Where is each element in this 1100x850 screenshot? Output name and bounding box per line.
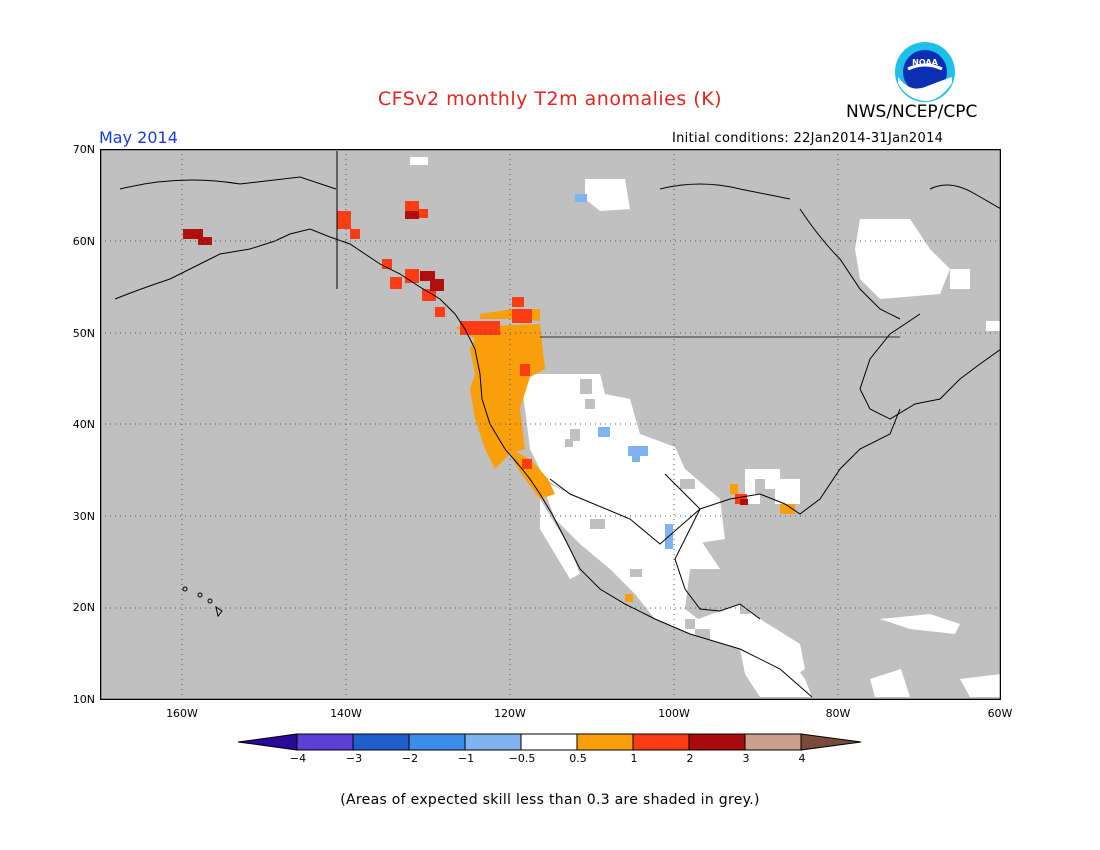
colorbar-swatch	[744, 733, 802, 751]
neutral-anomaly-areas	[410, 157, 1001, 697]
colorbar-swatch	[520, 733, 578, 751]
agency-label: NWS/NCEP/CPC	[846, 102, 978, 122]
lat-label: 10N	[72, 693, 95, 706]
lon-label: 160W	[166, 707, 198, 720]
low-skill-speckles	[565, 379, 775, 641]
colorbar-cap-high	[800, 733, 862, 751]
colorbar-label: −1	[457, 752, 475, 765]
lat-label: 70N	[72, 143, 95, 156]
lon-label: 100W	[658, 707, 690, 720]
lat-label: 60N	[72, 235, 95, 248]
colorbar-label: 2	[686, 752, 694, 765]
warm-anomaly-1-2	[337, 201, 747, 504]
coastlines	[114, 151, 1001, 698]
map-frame	[100, 149, 1001, 700]
colorbar	[238, 733, 862, 751]
colorbar-label: 1	[630, 752, 638, 765]
lat-label: 40N	[72, 418, 95, 431]
colorbar-swatch	[296, 733, 354, 751]
lon-label: 120W	[494, 707, 526, 720]
colorbar-swatch	[464, 733, 522, 751]
colorbar-label: 4	[798, 752, 806, 765]
lat-label: 20N	[72, 601, 95, 614]
initial-conditions-label: Initial conditions: 22Jan2014-31Jan2014	[672, 131, 944, 146]
lat-label: 30N	[72, 510, 95, 523]
lon-label: 140W	[330, 707, 362, 720]
colorbar-cap-low	[238, 733, 298, 751]
colorbar-label: −0.5	[508, 752, 536, 765]
lon-label: 60W	[987, 707, 1013, 720]
colorbar-swatch	[688, 733, 746, 751]
colorbar-swatch	[352, 733, 410, 751]
footnote: (Areas of expected skill less than 0.3 a…	[340, 792, 760, 808]
map-title: CFSv2 monthly T2m anomalies (K)	[377, 88, 723, 110]
noaa-logo-icon: NOAA	[895, 42, 955, 102]
colorbar-label: −2	[401, 752, 419, 765]
month-label: May 2014	[99, 128, 178, 147]
lat-label: 50N	[72, 327, 95, 340]
colorbar-swatch	[632, 733, 690, 751]
colorbar-label: 0.5	[569, 752, 587, 765]
noaa-logo-text: NOAA	[912, 58, 938, 67]
grid-lines	[100, 149, 1001, 700]
colorbar-label: −3	[345, 752, 363, 765]
hawaii-islands	[182, 586, 223, 618]
colorbar-label: −4	[289, 752, 307, 765]
lon-label: 80W	[825, 707, 851, 720]
colorbar-swatch	[576, 733, 634, 751]
colorbar-swatch	[408, 733, 466, 751]
colorbar-label: 3	[742, 752, 750, 765]
map-panel	[100, 149, 1001, 700]
